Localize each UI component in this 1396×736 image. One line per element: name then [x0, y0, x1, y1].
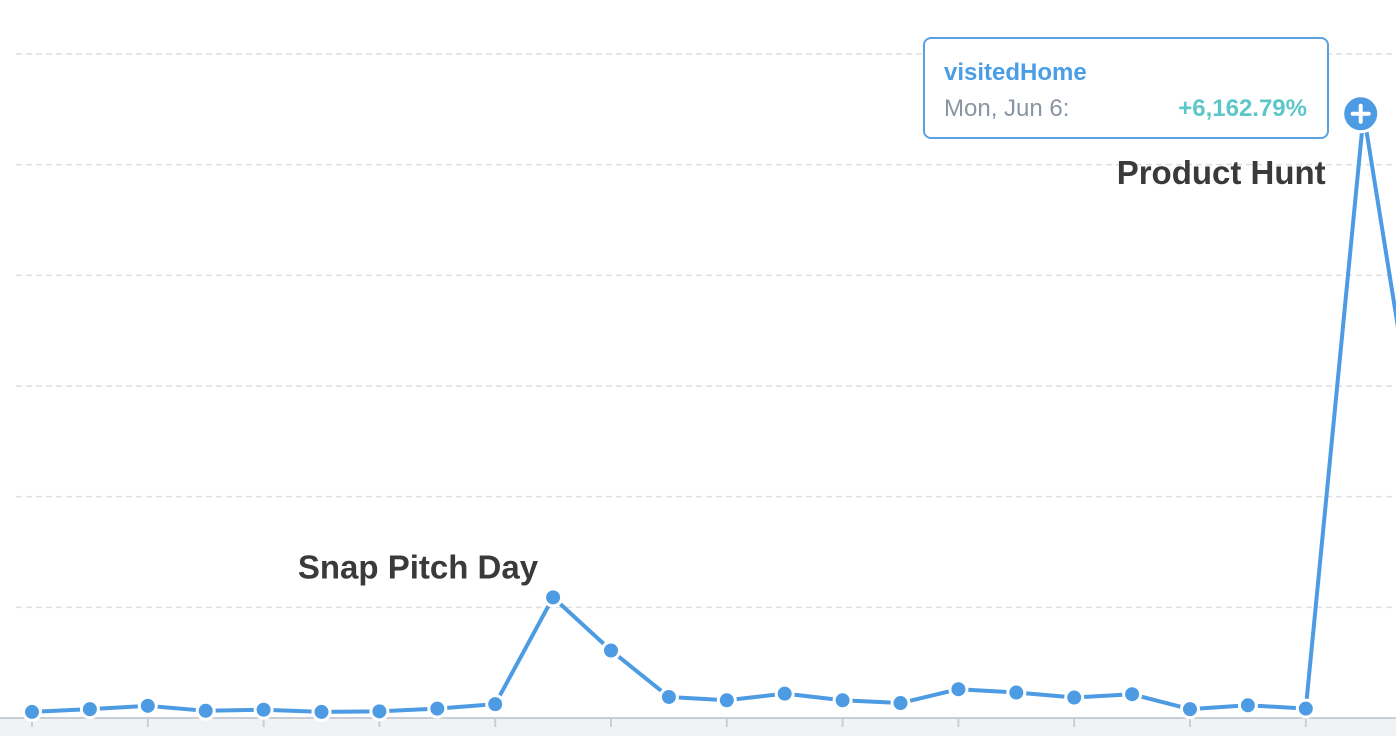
data-point — [543, 587, 564, 608]
plus-circle-icon — [1350, 103, 1371, 124]
data-point — [311, 701, 332, 722]
data-point — [658, 686, 679, 707]
data-point — [890, 693, 911, 714]
annotation-label: Snap Pitch Day — [298, 548, 539, 585]
data-point — [369, 701, 390, 722]
tooltip-value: +6,162.79% — [1178, 95, 1307, 122]
data-point — [1295, 698, 1316, 719]
data-point — [601, 640, 621, 661]
data-point — [1006, 682, 1027, 703]
data-point — [1122, 684, 1143, 705]
chart-tooltip: visitedHome Mon, Jun 6: +6,162.79% — [923, 37, 1329, 139]
data-point — [485, 694, 506, 715]
tooltip-series-name: visitedHome — [944, 59, 1087, 86]
data-point — [716, 690, 737, 711]
data-point — [427, 698, 448, 719]
x-axis-band — [0, 718, 1396, 736]
tooltip-date: Mon, Jun 6: — [944, 95, 1070, 122]
data-point — [79, 699, 100, 720]
data-point — [1064, 687, 1085, 708]
series-line-visitedHome — [31, 111, 1396, 714]
data-point — [774, 683, 795, 704]
data-point — [948, 679, 969, 700]
data-point — [253, 699, 274, 720]
data-point — [1237, 695, 1258, 716]
data-point — [195, 700, 216, 721]
data-point — [832, 690, 853, 711]
annotation-label: Product Hunt — [1117, 154, 1326, 191]
data-point — [1180, 699, 1200, 720]
data-point — [137, 695, 158, 716]
data-point — [22, 701, 42, 722]
